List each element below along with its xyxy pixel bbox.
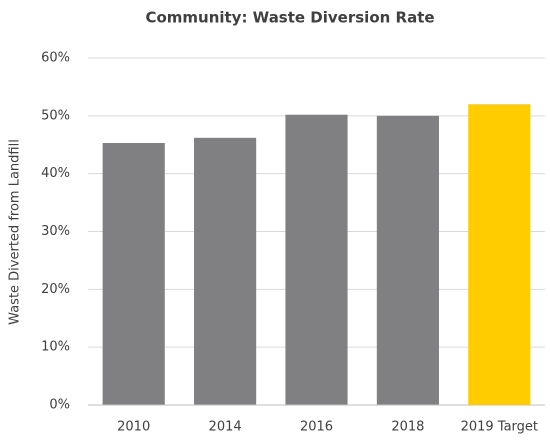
y-tick-label: 20% — [41, 282, 70, 297]
y-tick-label: 60% — [41, 51, 70, 66]
y-tick-label: 40% — [41, 166, 70, 181]
chart-title: Community: Waste Diversion Rate — [145, 9, 434, 27]
x-tick-label: 2010 — [117, 420, 150, 435]
x-tick-label: 2019 Target — [461, 420, 538, 435]
bar — [102, 143, 165, 405]
y-tick-label: 30% — [41, 224, 70, 239]
x-tick-label: 2016 — [300, 420, 333, 435]
y-tick-label: 10% — [41, 340, 70, 355]
bar — [468, 104, 531, 406]
bar — [194, 137, 257, 405]
bar — [285, 114, 348, 405]
bar — [376, 115, 439, 405]
x-tick-label: 2014 — [209, 420, 242, 435]
y-axis-label: Waste Diverted from Landfill — [8, 139, 23, 325]
x-tick-label: 2018 — [391, 420, 424, 435]
y-tick-label: 0% — [49, 398, 70, 413]
y-tick-label: 50% — [41, 108, 70, 123]
